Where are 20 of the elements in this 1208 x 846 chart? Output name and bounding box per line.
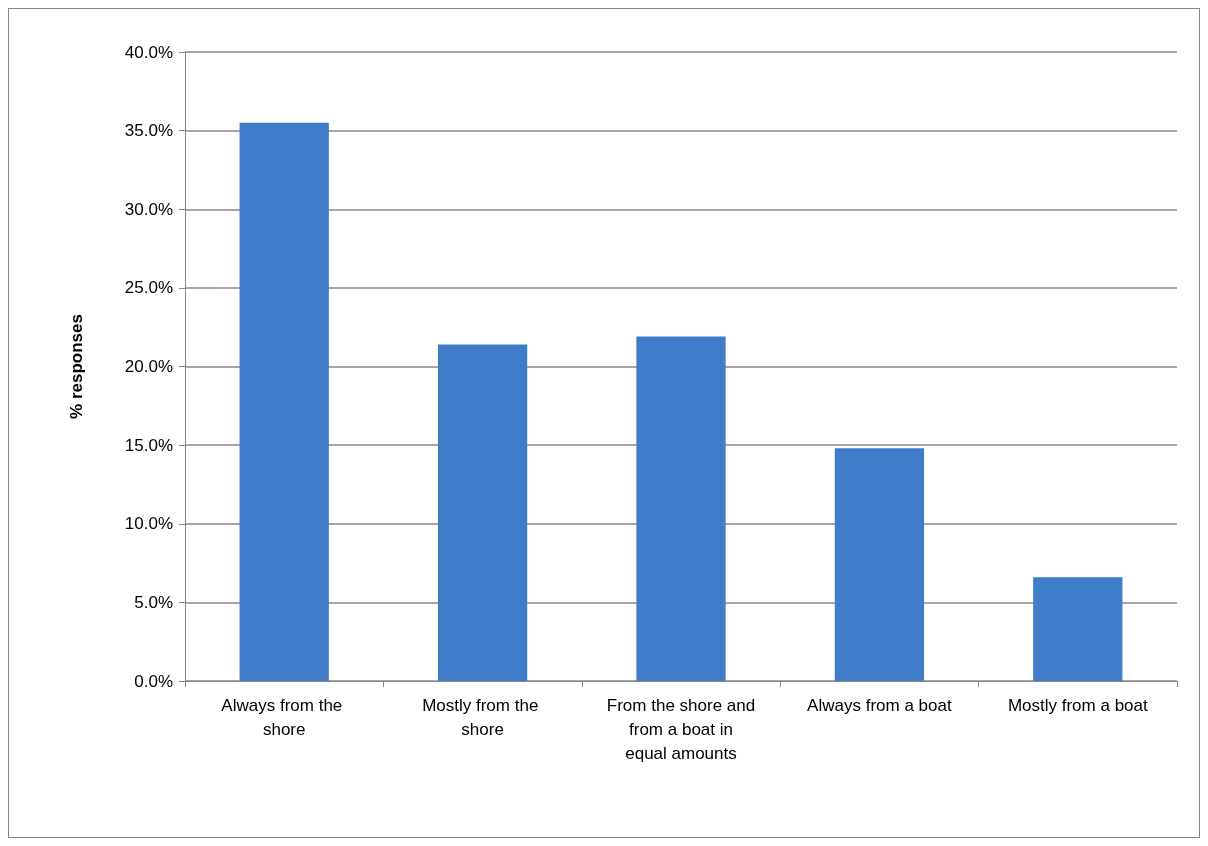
- y-axis-title: % responses: [67, 314, 86, 419]
- bar: [239, 122, 329, 681]
- y-tick-label: 5.0%: [134, 592, 173, 612]
- x-tick-label: Mostly from the shore: [422, 695, 544, 739]
- x-tick-label: From the shore and from a boat in equal amounts: [606, 695, 756, 763]
- y-tick-label: 15.0%: [124, 435, 173, 455]
- bar: [437, 344, 528, 681]
- x-tick-label: Always from the shore: [221, 695, 348, 739]
- bar: [636, 336, 726, 681]
- y-tick-label: 20.0%: [124, 357, 173, 376]
- y-tick-label: 25.0%: [124, 278, 173, 298]
- y-tick-label: 0.0%: [134, 671, 173, 691]
- x-tick-label: Mostly from a boat: [1007, 695, 1148, 715]
- y-tick-label: 30.0%: [124, 199, 173, 219]
- y-tick-label: 35.0%: [124, 121, 173, 141]
- y-tick-label: 40.0%: [124, 42, 173, 62]
- bar: [1033, 577, 1123, 681]
- x-tick-label: Always from a boat: [807, 695, 952, 715]
- y-tick-label: 10.0%: [124, 514, 173, 534]
- bar: [834, 448, 925, 681]
